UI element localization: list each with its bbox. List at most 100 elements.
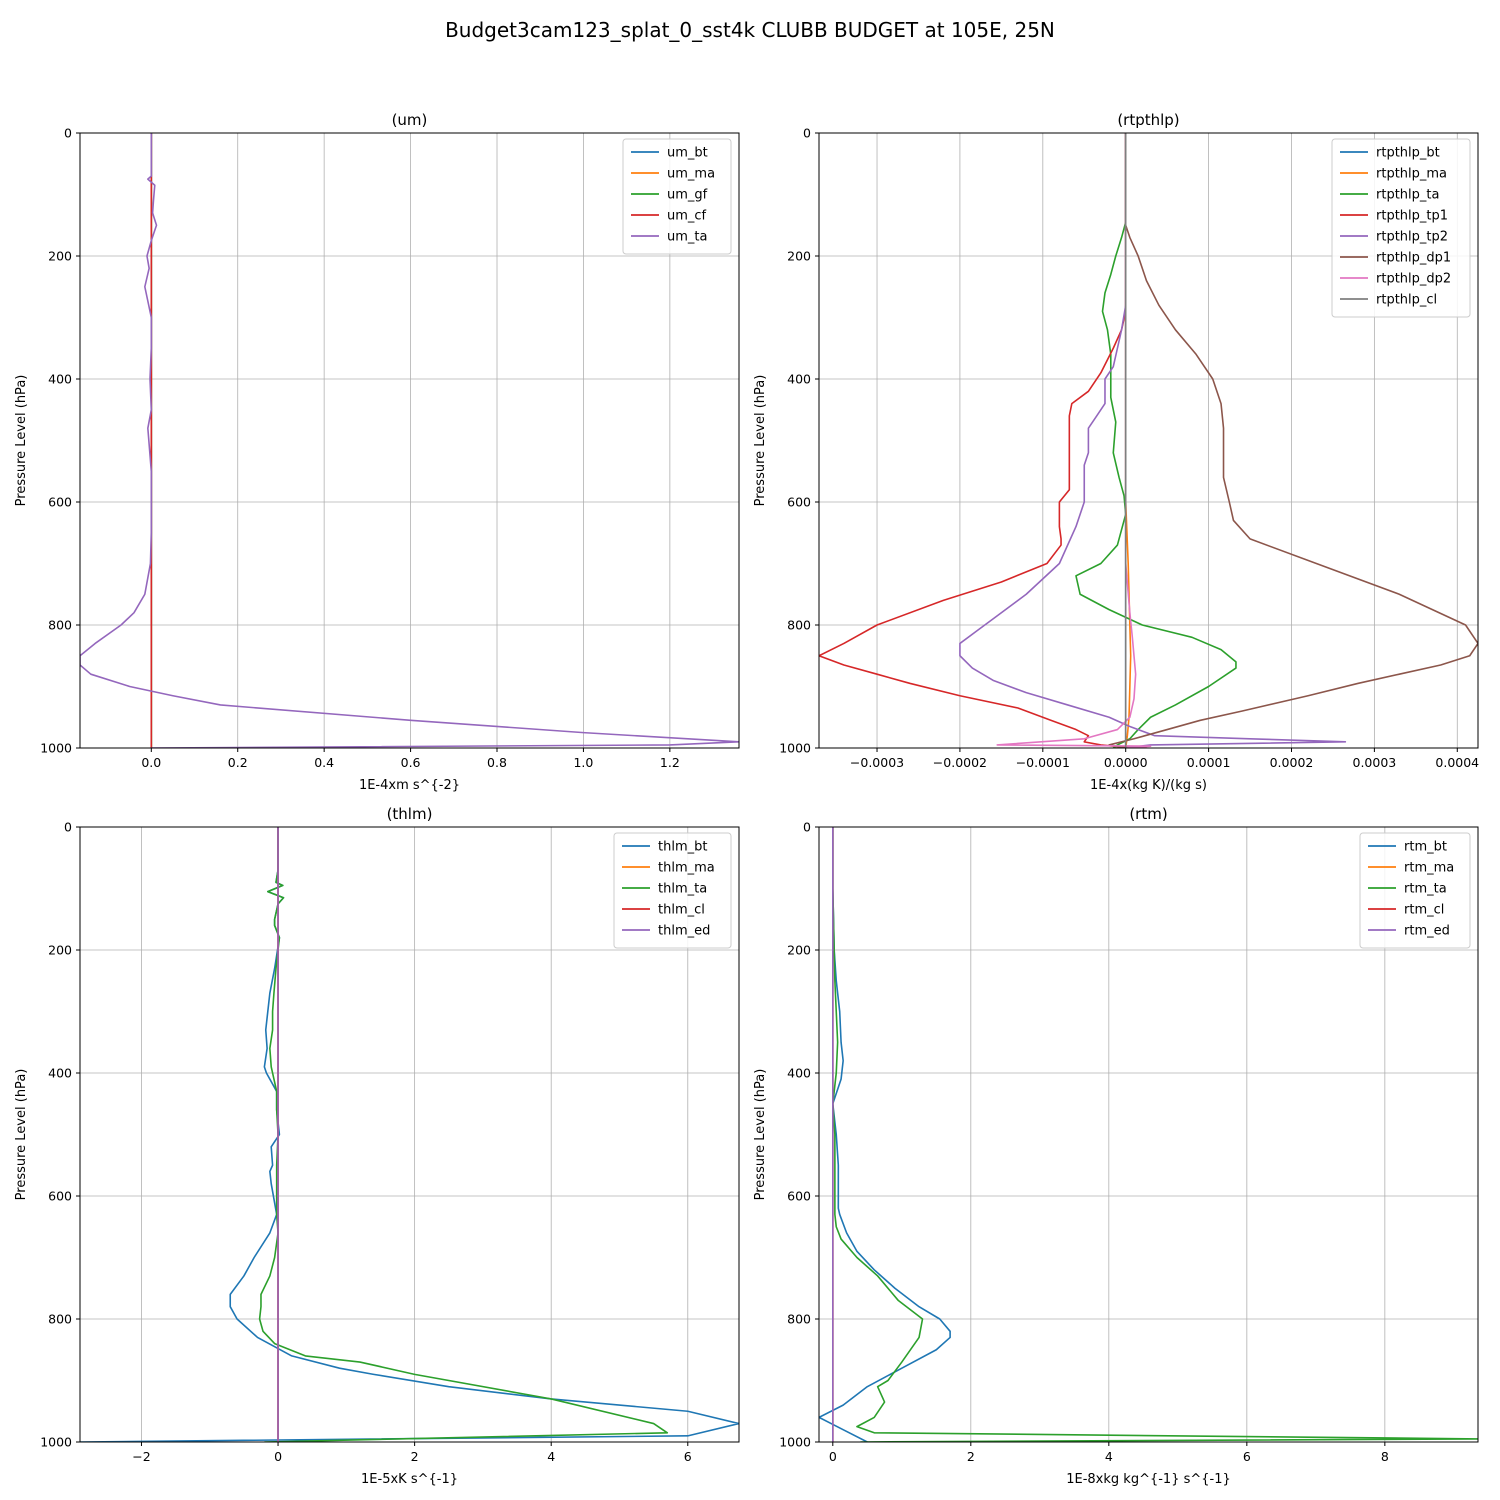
panel-title: (rtpthlp): [1117, 111, 1179, 129]
panel-title: (thlm): [387, 805, 433, 823]
y-axis-label: Pressure Level (hPa): [753, 375, 768, 507]
figure-title: Budget3cam123_splat_0_sst4k CLUBB BUDGET…: [445, 18, 1055, 42]
legend-label-rtm_ta: rtm_ta: [1404, 882, 1447, 897]
x-tick-label: 1.0: [573, 755, 593, 770]
x-axis-label: 1E-4xm s^{-2}: [359, 778, 460, 793]
x-tick-label: 4: [1105, 1449, 1113, 1464]
y-tick-label: 400: [787, 1066, 811, 1081]
axes-frame: [79, 132, 740, 749]
y-tick-label: 1000: [779, 1435, 811, 1450]
y-tick-label: 400: [48, 1066, 72, 1081]
legend-label-thlm_ed: thlm_ed: [658, 924, 710, 939]
legend-label-rtpthlp_tp2: rtpthlp_tp2: [1376, 230, 1448, 245]
y-tick-label: 800: [48, 618, 72, 633]
legend-label-rtm_cl: rtm_cl: [1404, 903, 1444, 918]
x-tick-label: 8: [1381, 1449, 1389, 1464]
legend-label-rtm_ma: rtm_ma: [1404, 861, 1454, 876]
x-tick-label: 0.6: [401, 755, 421, 770]
legend-label-um_ta: um_ta: [667, 230, 707, 245]
y-tick-label: 200: [48, 943, 72, 958]
series-line-um_ta: [80, 133, 739, 748]
legend-label-rtpthlp_tp1: rtpthlp_tp1: [1376, 209, 1448, 224]
legend-label-um_gf: um_gf: [667, 188, 708, 203]
x-tick-label: 0.0001: [1187, 755, 1231, 770]
legend: thlm_bt thlm_ma thlm_ta thlm_cl thlm_ed: [613, 832, 732, 949]
panel-2: −2 0 2 4 6 0 200 400 600 800 1000 (thlm) 1E-5xK s^{-…: [14, 805, 740, 1487]
x-tick-label: −0.0002: [933, 755, 987, 770]
x-tick-label: 0.0004: [1435, 755, 1479, 770]
x-tick-label: 0.0: [141, 755, 161, 770]
y-tick-label: 200: [787, 249, 811, 264]
x-tick-label: 0.8: [487, 755, 507, 770]
y-tick-label: 800: [787, 618, 811, 633]
legend-label-rtm_ed: rtm_ed: [1404, 924, 1450, 939]
x-tick-label: 6: [684, 1449, 692, 1464]
y-tick-label: 200: [787, 943, 811, 958]
x-tick-label: 6: [1243, 1449, 1251, 1464]
y-tick-label: 0: [64, 820, 72, 835]
y-tick-label: 1000: [40, 741, 72, 756]
y-tick-label: 600: [48, 1189, 72, 1204]
panel-1: −0.0003 −0.0002 −0.0001 0.0000 0.0001 0.0002 0…: [753, 111, 1479, 793]
x-tick-label: 2: [411, 1449, 419, 1464]
x-axis-label: 1E-4x(kg K)/(kg s): [1090, 778, 1207, 793]
series-line-rtpthlp_dp1: [1108, 133, 1478, 748]
legend-label-rtpthlp_dp2: rtpthlp_dp2: [1376, 272, 1451, 287]
series-group: [819, 133, 1478, 748]
legend-label-um_cf: um_cf: [667, 209, 707, 224]
panel-3: 0 2 4 6 8 0 200 400 600 800 1000 (rtm) 1E-8xkg kg^{-…: [753, 805, 1479, 1487]
axes-frame: [79, 826, 740, 1443]
y-tick-label: 200: [48, 249, 72, 264]
series-line-rtpthlp_ta: [1075, 133, 1237, 748]
legend-label-rtm_bt: rtm_bt: [1404, 840, 1447, 855]
x-axis-label: 1E-8xkg kg^{-1} s^{-1}: [1066, 1472, 1231, 1487]
x-tick-label: 0: [829, 1449, 837, 1464]
legend-label-thlm_ta: thlm_ta: [658, 882, 707, 897]
x-tick-label: 0.4: [314, 755, 334, 770]
x-tick-label: 0.0000: [1104, 755, 1148, 770]
y-tick-label: 600: [48, 495, 72, 510]
x-tick-label: 2: [967, 1449, 975, 1464]
x-tick-label: 4: [547, 1449, 555, 1464]
legend-label-rtpthlp_ta: rtpthlp_ta: [1376, 188, 1439, 203]
legend-box: [613, 832, 732, 949]
panel-title: (um): [392, 111, 428, 129]
y-tick-label: 1000: [779, 741, 811, 756]
y-tick-label: 0: [64, 126, 72, 141]
y-tick-label: 600: [787, 1189, 811, 1204]
legend-label-um_bt: um_bt: [667, 146, 708, 161]
legend: um_bt um_ma um_gf um_cf um_ta: [622, 138, 732, 255]
x-tick-label: −0.0003: [850, 755, 904, 770]
legend-box: [622, 138, 732, 255]
legend-label-rtpthlp_dp1: rtpthlp_dp1: [1376, 251, 1451, 266]
y-tick-label: 400: [48, 372, 72, 387]
y-tick-label: 800: [48, 1312, 72, 1327]
legend-label-um_ma: um_ma: [667, 167, 715, 182]
legend-box: [1331, 138, 1471, 318]
y-axis-label: Pressure Level (hPa): [753, 1069, 768, 1201]
series-group: [819, 827, 1478, 1442]
legend-label-rtpthlp_bt: rtpthlp_bt: [1376, 146, 1440, 161]
x-tick-label: −2: [132, 1449, 150, 1464]
x-tick-label: 0.0003: [1353, 755, 1397, 770]
legend-label-rtpthlp_cl: rtpthlp_cl: [1376, 293, 1437, 308]
x-tick-label: 0.0002: [1270, 755, 1314, 770]
y-tick-label: 800: [787, 1312, 811, 1327]
y-tick-label: 0: [803, 820, 811, 835]
series-line-rtm_ta: [831, 827, 1478, 1442]
x-axis-label: 1E-5xK s^{-1}: [361, 1472, 458, 1487]
legend-label-thlm_cl: thlm_cl: [658, 903, 705, 918]
y-tick-label: 600: [787, 495, 811, 510]
x-tick-label: 1.2: [660, 755, 680, 770]
series-line-rtpthlp_dp2: [996, 133, 1152, 748]
series-group: [80, 827, 739, 1442]
series-line-rtpthlp_ma: [1124, 133, 1132, 748]
y-tick-label: 400: [787, 372, 811, 387]
legend-label-thlm_bt: thlm_bt: [658, 840, 707, 855]
legend: rtm_bt rtm_ma rtm_ta rtm_cl rtm_ed: [1359, 832, 1471, 949]
y-tick-label: 1000: [40, 1435, 72, 1450]
y-tick-label: 0: [803, 126, 811, 141]
axes-frame: [818, 132, 1479, 749]
